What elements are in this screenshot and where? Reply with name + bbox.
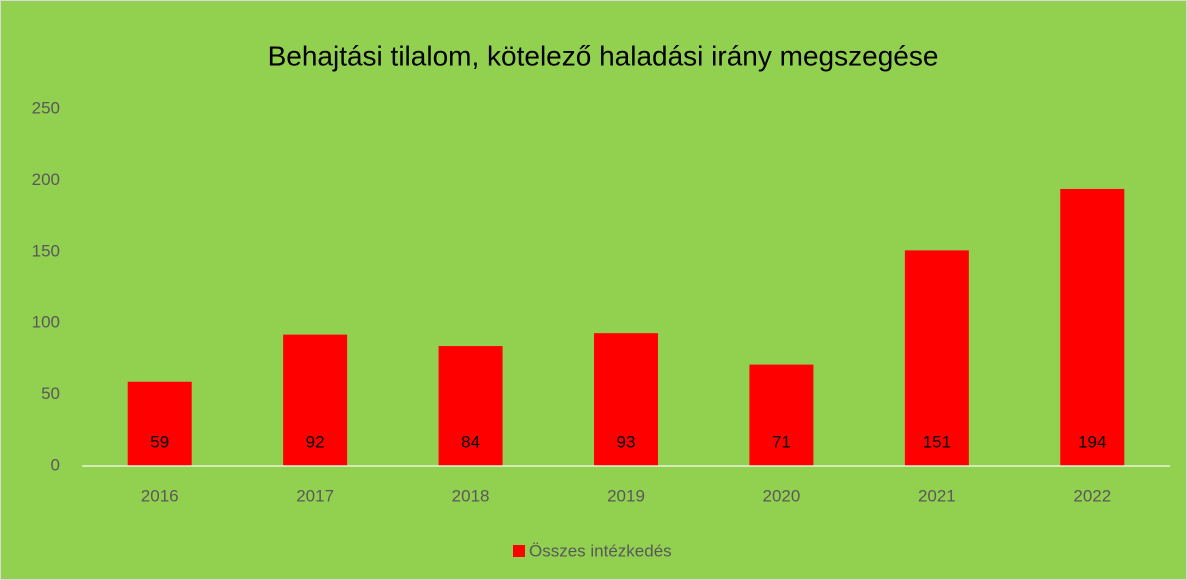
y-tick-label: 100 <box>32 313 60 332</box>
bar <box>1060 188 1125 466</box>
data-label: 151 <box>923 432 951 451</box>
y-tick-label: 200 <box>32 170 60 189</box>
data-label: 92 <box>306 432 325 451</box>
x-tick-label: 2018 <box>452 486 490 505</box>
data-label: 93 <box>617 432 636 451</box>
x-tick-label: 2016 <box>141 486 179 505</box>
y-tick-label: 150 <box>32 241 60 260</box>
data-label: 59 <box>150 432 169 451</box>
bar <box>283 334 348 466</box>
legend-swatch <box>513 545 525 557</box>
x-tick-label: 2019 <box>607 486 645 505</box>
data-label: 84 <box>461 432 480 451</box>
bar <box>127 381 192 466</box>
legend-label: Összes intézkedés <box>529 541 672 560</box>
data-label: 194 <box>1078 432 1106 451</box>
bar <box>749 364 814 466</box>
x-tick-label: 2017 <box>296 486 334 505</box>
x-tick-label: 2020 <box>763 486 801 505</box>
y-tick-label: 50 <box>41 384 60 403</box>
bar <box>904 250 969 466</box>
x-tick-label: 2022 <box>1073 486 1111 505</box>
y-tick-label: 0 <box>51 455 60 474</box>
bar <box>438 346 503 466</box>
chart-title: Behajtási tilalom, kötelező haladási irá… <box>268 40 939 71</box>
y-tick-label: 250 <box>32 98 60 117</box>
x-tick-label: 2021 <box>918 486 956 505</box>
data-label: 71 <box>772 432 791 451</box>
bar <box>594 333 658 466</box>
